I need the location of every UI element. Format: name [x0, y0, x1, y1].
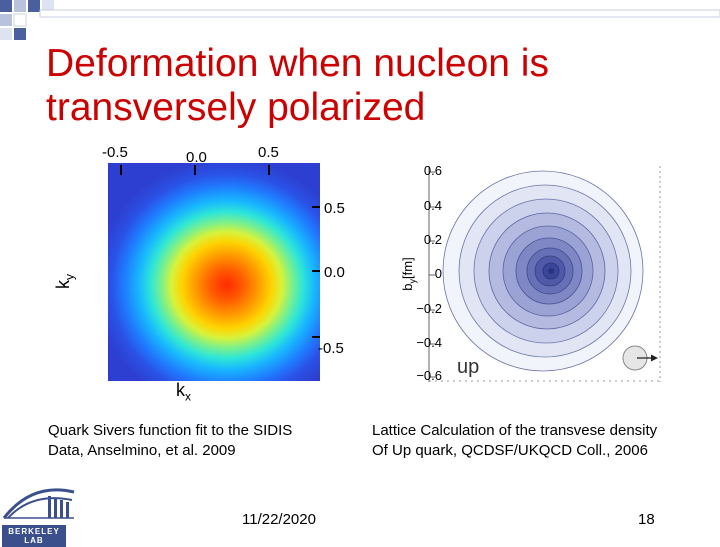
y-tick-mark — [312, 270, 320, 272]
y-tick-label: 0.6 — [423, 163, 442, 178]
ky-sub: y — [62, 274, 77, 280]
contour-core — [548, 268, 554, 274]
x-tick-label: 0.0 — [186, 149, 207, 166]
berkeley-lab-logo: BERKELEY LAB — [2, 482, 76, 547]
logo-text: BERKELEY LAB — [2, 525, 66, 547]
by-sub: y — [407, 278, 418, 284]
header-decoration — [0, 0, 720, 40]
right-caption-line: Lattice Calculation of the transvese den… — [372, 422, 658, 439]
y-tick-mark — [312, 336, 320, 338]
kx-axis-label: kx — [176, 380, 191, 404]
y-tick-label: 0.5 — [324, 200, 345, 217]
x-tick-label: 0.5 — [258, 144, 279, 161]
by-main: b — [400, 283, 415, 291]
y-tick-label: 0 — [434, 266, 442, 281]
y-tick-label: −0.2 — [416, 301, 442, 316]
slide-title: Deformation when nucleon is transversely… — [46, 42, 549, 129]
y-tick-label: -0.5 — [318, 340, 344, 357]
y-tick-label: −0.6 — [416, 368, 442, 383]
sivers-heatmap — [108, 163, 320, 381]
x-tick-mark — [120, 165, 122, 175]
right-caption-line: Of Up quark, QCDSF/UKQCD Coll., 2006 — [372, 442, 648, 459]
x-tick-label: -0.5 — [102, 144, 128, 161]
y-tick-label: 0.4 — [423, 198, 442, 213]
y-tick-label: 0.0 — [324, 264, 345, 281]
y-tick-mark — [312, 206, 320, 208]
by-axis-label: by[fm] — [400, 239, 418, 309]
ky-axis-label: ky — [53, 249, 77, 289]
y-tick-label: −0.4 — [416, 335, 442, 350]
left-caption: Quark Sivers function fit to the SIDIS D… — [48, 421, 368, 461]
lattice-density-plot — [383, 160, 665, 388]
slide-date: 11/22/2020 — [242, 511, 316, 528]
ky-main: k — [53, 280, 73, 289]
left-caption-line: Data, Anselmino, et al. 2009 — [48, 442, 236, 459]
by-unit: [fm] — [400, 257, 415, 279]
kx-sub: x — [185, 389, 191, 404]
flavor-label: up — [457, 356, 480, 378]
kx-main: k — [176, 380, 185, 400]
x-tick-mark — [268, 165, 270, 175]
y-tick-label: 0.2 — [423, 232, 442, 247]
right-caption: Lattice Calculation of the transvese den… — [372, 421, 717, 461]
arrow-head — [651, 354, 658, 362]
logo-graphic — [2, 488, 75, 519]
x-tick-mark — [194, 165, 196, 175]
page-number: 18 — [638, 511, 655, 528]
left-caption-line: Quark Sivers function fit to the SIDIS — [48, 422, 293, 439]
